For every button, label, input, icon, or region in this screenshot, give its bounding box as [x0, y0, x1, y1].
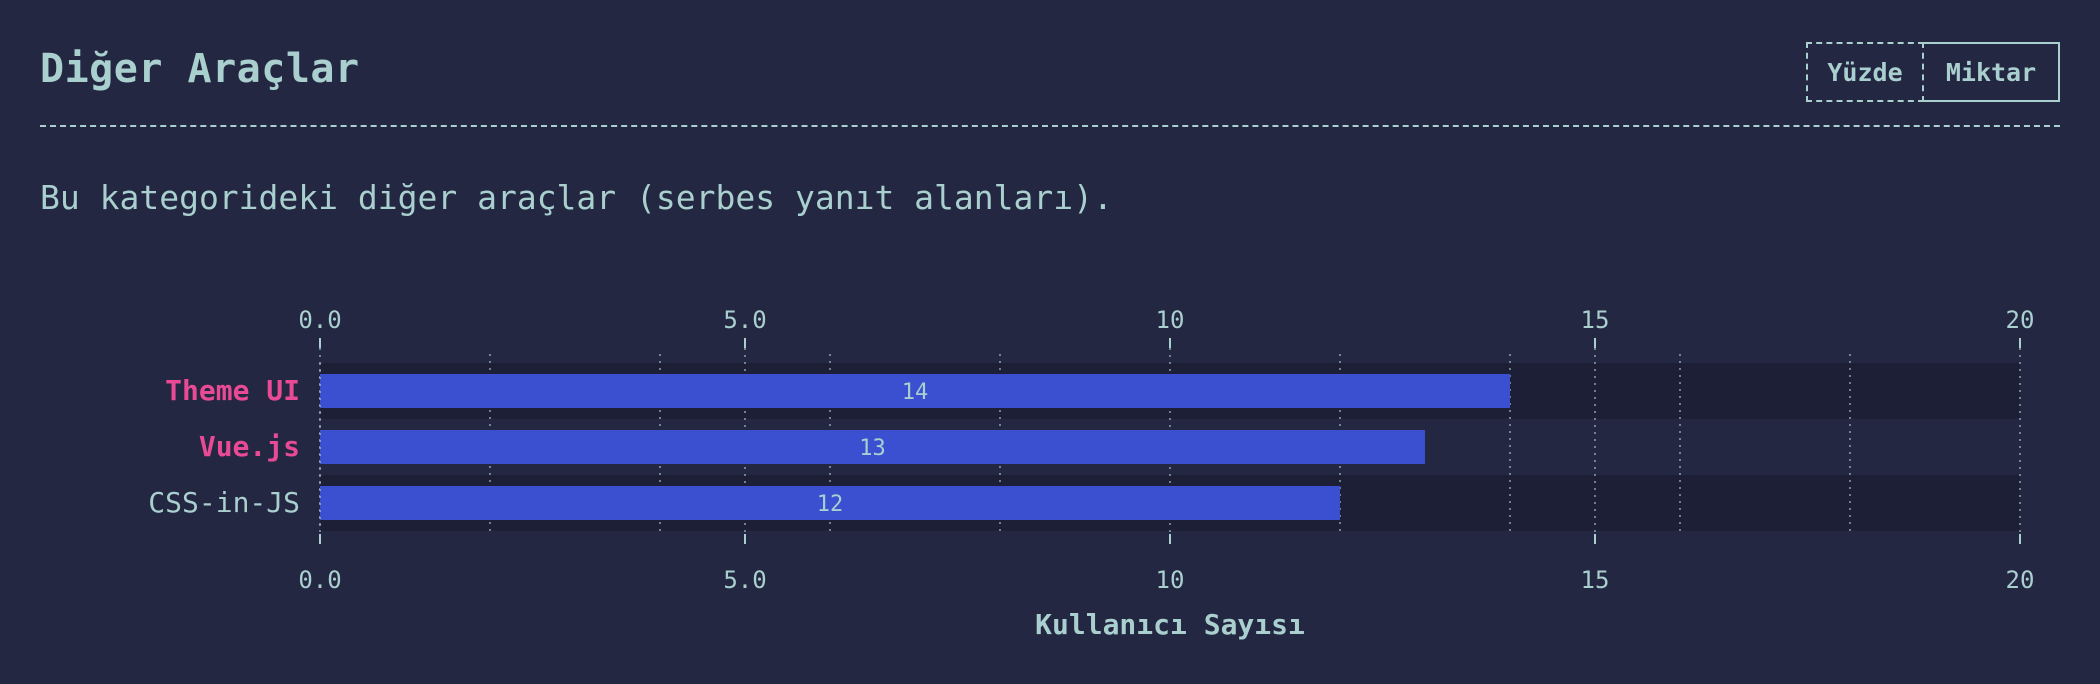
- category-label: Vue.js: [199, 430, 300, 463]
- x-tick-label-bottom: 15: [1581, 566, 1610, 594]
- bar-value-label: 12: [817, 492, 844, 517]
- bar-value-label: 13: [859, 436, 886, 461]
- x-tick-label-top: 0.0: [298, 306, 341, 334]
- x-tick-label-top: 10: [1156, 306, 1185, 334]
- chart-description: Bu kategorideki diğer araçlar (serbes ya…: [40, 178, 1113, 217]
- category-label: Theme UI: [165, 374, 300, 407]
- header-divider: [40, 125, 2060, 127]
- page-title: Diğer Araçlar: [40, 46, 360, 92]
- percent-toggle-button[interactable]: Yüzde: [1806, 42, 1924, 102]
- x-tick-label-bottom: 0.0: [298, 566, 341, 594]
- bar: [320, 486, 1340, 520]
- category-label: CSS-in-JS: [148, 486, 300, 519]
- bar-chart: 0.0 0.0 5.0 5.0 10 10 15 15 20 20 Theme UI 14 Vue.js…: [148, 306, 2035, 641]
- x-tick-label-top: 20: [2006, 306, 2035, 334]
- x-tick-label-top: 15: [1581, 306, 1610, 334]
- x-axis-title: Kullanıcı Sayısı: [1035, 608, 1305, 641]
- bar: [320, 430, 1425, 464]
- x-tick-label-bottom: 20: [2006, 566, 2035, 594]
- bar: [320, 374, 1510, 408]
- x-tick-label-bottom: 10: [1156, 566, 1185, 594]
- x-tick-label-top: 5.0: [723, 306, 766, 334]
- view-toggle: Yüzde Miktar: [1806, 42, 2060, 102]
- x-tick-label-bottom: 5.0: [723, 566, 766, 594]
- amount-toggle-button[interactable]: Miktar: [1924, 42, 2060, 102]
- bar-value-label: 14: [902, 380, 929, 405]
